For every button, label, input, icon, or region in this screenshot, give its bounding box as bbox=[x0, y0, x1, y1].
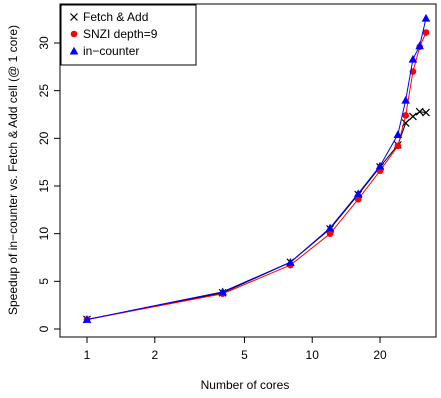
data-point bbox=[401, 95, 410, 104]
data-point bbox=[415, 41, 424, 50]
y-tick-label: 0 bbox=[37, 325, 51, 332]
series-1 bbox=[83, 29, 430, 323]
data-point bbox=[286, 257, 295, 266]
legend-item: SNZI depth=9 bbox=[70, 27, 158, 41]
legend-marker bbox=[70, 13, 78, 21]
data-point bbox=[326, 230, 334, 237]
legend-marker bbox=[70, 30, 78, 38]
legend-box bbox=[60, 4, 197, 66]
series-line bbox=[86, 32, 427, 320]
series-layer bbox=[82, 13, 431, 324]
legend-label: Fetch & Add bbox=[83, 10, 148, 24]
data-point bbox=[325, 223, 335, 232]
data-point bbox=[422, 108, 430, 117]
data-point bbox=[415, 107, 424, 116]
series-0 bbox=[83, 107, 430, 324]
y-axis: 0 5 10 15 20 25 30 bbox=[37, 36, 61, 332]
legend-label: SNZI depth=9 bbox=[83, 27, 158, 41]
y-tick-label: 20 bbox=[37, 131, 51, 145]
x-tick-label: 20 bbox=[373, 348, 387, 362]
data-point bbox=[375, 161, 385, 170]
x-axis-title: Number of cores bbox=[201, 378, 290, 392]
x-tick-label: 2 bbox=[151, 348, 158, 362]
y-axis-title: Speedup of in−counter vs. Fetch & Add ce… bbox=[6, 25, 20, 315]
x-tick-label: 10 bbox=[306, 348, 320, 362]
data-point bbox=[408, 54, 418, 63]
y-tick-label: 5 bbox=[37, 278, 51, 285]
series-2 bbox=[82, 13, 431, 323]
y-tick-label: 15 bbox=[37, 179, 51, 193]
legend-item: Fetch & Add bbox=[70, 10, 148, 24]
legend-item: in−counter bbox=[69, 44, 139, 58]
legend: Fetch & Add SNZI depth=9 in−counter bbox=[60, 4, 197, 66]
legend-marker bbox=[69, 46, 79, 55]
data-point bbox=[422, 29, 430, 36]
data-point bbox=[402, 112, 409, 119]
legend-label: in−counter bbox=[83, 44, 139, 58]
data-point bbox=[393, 130, 403, 138]
x-tick-label: 5 bbox=[241, 348, 248, 362]
x-tick-label: 1 bbox=[84, 348, 91, 362]
series-line bbox=[86, 111, 427, 320]
y-tick-label: 25 bbox=[37, 84, 51, 98]
x-axis: 1 2 5 10 20 bbox=[84, 336, 387, 362]
data-point bbox=[353, 189, 363, 198]
data-point bbox=[421, 13, 431, 22]
data-point bbox=[409, 112, 417, 121]
data-point bbox=[394, 142, 402, 150]
y-tick-label: 30 bbox=[37, 36, 51, 50]
data-point bbox=[82, 315, 92, 323]
data-point bbox=[218, 287, 227, 296]
data-point bbox=[354, 196, 362, 203]
y-tick-label: 10 bbox=[37, 227, 51, 241]
